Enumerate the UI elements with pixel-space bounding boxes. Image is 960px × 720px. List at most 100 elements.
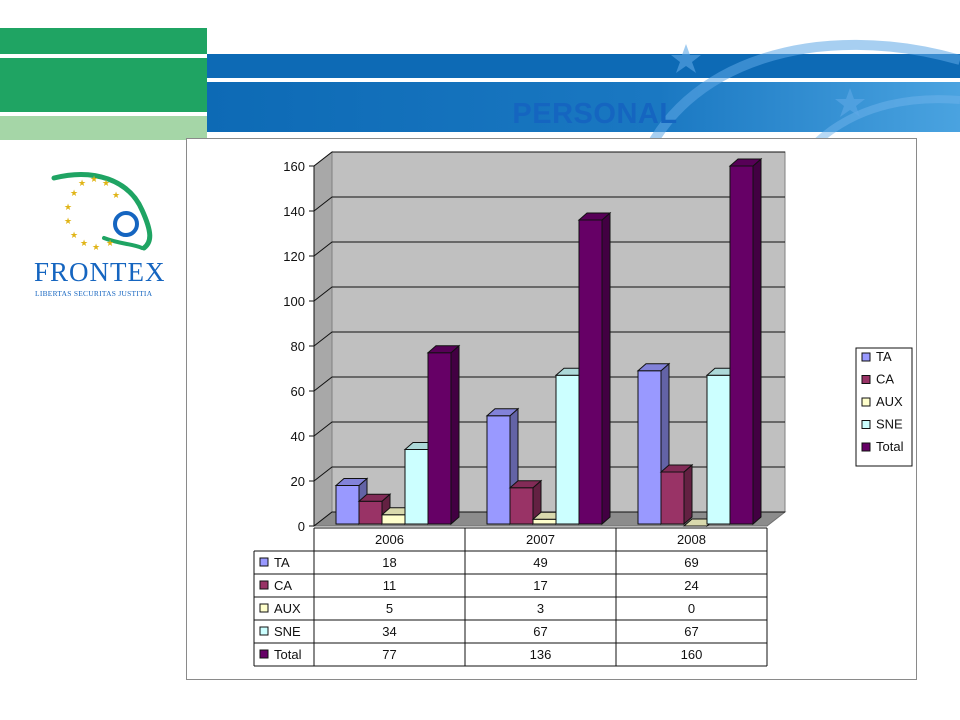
bar-ta-2007 (486, 415, 511, 525)
table-cell: 17 (533, 578, 547, 593)
table-row-label-total: Total (274, 647, 302, 662)
gridline (313, 376, 785, 392)
bar-top (426, 345, 461, 354)
logo-emblem-icon: ★ ★ ★ ★★★ ★★ ★ ★★ (51, 172, 153, 253)
bar-ca-2006 (358, 500, 383, 525)
table-row-label-aux: AUX (274, 601, 301, 616)
svg-text:★: ★ (64, 217, 72, 227)
svg-text:★: ★ (102, 179, 110, 189)
bar-sne-2008 (706, 374, 731, 525)
bar-ta-2008 (637, 370, 662, 525)
table-cell: 18 (382, 555, 396, 570)
table-row-label-ta: TA (274, 555, 290, 570)
table-cell: 3 (537, 601, 544, 616)
table-cell: 160 (681, 647, 703, 662)
bar-total-2006 (427, 352, 452, 525)
bar-side (601, 211, 611, 526)
chart-frame: 0 20 40 60 80 100 120 140 160 TA CA AUX SNE Total 2006… (186, 138, 917, 680)
gridline (313, 511, 785, 527)
legend-label-ca: CA (876, 372, 894, 387)
bar-sne-2006 (404, 449, 429, 525)
legend-swatch-total (861, 442, 871, 452)
table-row-label-ca: CA (274, 578, 292, 593)
table-header-2007: 2007 (526, 532, 555, 547)
table-cell: 67 (533, 624, 547, 639)
gridline (313, 421, 785, 437)
legend-label-ta: TA (876, 349, 892, 364)
table-swatch-ta (259, 557, 269, 567)
svg-text:★: ★ (106, 239, 114, 249)
table-swatch-sne (259, 626, 269, 636)
bar-top (577, 212, 612, 221)
svg-text:★: ★ (92, 243, 100, 253)
bar-total-2007 (578, 219, 603, 525)
table-header-2008: 2008 (677, 532, 706, 547)
table-cell: 77 (382, 647, 396, 662)
table-swatch-aux (259, 603, 269, 613)
bar-sne-2007 (555, 374, 580, 525)
y-tick-label: 60 (291, 384, 305, 399)
bar-top (357, 493, 392, 502)
bar-chart: 0 20 40 60 80 100 120 140 160 TA CA AUX SNE Total 2006… (253, 150, 913, 667)
y-tick-label: 120 (283, 249, 305, 264)
gridline (313, 196, 785, 212)
svg-text:★: ★ (78, 179, 86, 189)
bar-ca-2007 (509, 487, 534, 525)
gridline (313, 286, 785, 302)
table-swatch-ca (259, 580, 269, 590)
header-blue-band-top (207, 54, 960, 78)
svg-text:★: ★ (112, 191, 120, 201)
slide-title: PERSONAL (512, 98, 678, 130)
header-green-band-top (0, 28, 207, 54)
y-tick-label: 100 (283, 294, 305, 309)
bar-side (752, 157, 762, 526)
legend-swatch-aux (861, 397, 871, 407)
svg-text:★: ★ (64, 203, 72, 213)
legend-label-sne: SNE (876, 417, 903, 432)
table-cell: 69 (684, 555, 698, 570)
legend-label-total: Total (876, 439, 904, 454)
table-swatch-total (259, 649, 269, 659)
svg-text:★: ★ (70, 189, 78, 199)
table-cell: 67 (684, 624, 698, 639)
table-row-label-sne: SNE (274, 624, 301, 639)
legend-swatch-ta (861, 352, 871, 362)
y-tick-label: 20 (291, 474, 305, 489)
header-green-band-middle (0, 58, 207, 112)
table-cell: 11 (383, 578, 397, 593)
svg-text:★: ★ (90, 175, 98, 185)
frontex-logo: ★ ★ ★ ★★★ ★★ ★ ★★ FRONTEX LIBERTAS SECURITA… (34, 172, 165, 298)
table-cell: 136 (530, 647, 552, 662)
y-tick-label: 140 (283, 204, 305, 219)
bar-top (728, 158, 763, 167)
gridline (313, 466, 785, 482)
y-tick-label: 160 (283, 159, 305, 174)
gridline (313, 331, 785, 347)
header-green-band-light (0, 116, 207, 140)
bar-top (659, 464, 694, 473)
bar-top (334, 478, 369, 486)
table-cell: 24 (684, 578, 698, 593)
bar-top (636, 363, 671, 372)
svg-text:★: ★ (80, 239, 88, 249)
table-cell: 49 (533, 555, 547, 570)
bar-side (450, 344, 460, 526)
y-tick-label: 80 (291, 339, 305, 354)
table-cell: 0 (688, 601, 695, 616)
legend-label-aux: AUX (876, 394, 903, 409)
bar-total-2008 (729, 165, 754, 525)
bar-ta-2006 (335, 485, 360, 525)
legend-swatch-sne (861, 420, 871, 429)
legend-swatch-ca (861, 375, 871, 384)
table-cell: 5 (386, 601, 393, 616)
bar-ca-2008 (660, 471, 685, 525)
y-tick-label: 40 (291, 429, 305, 444)
bar-top (508, 480, 543, 489)
gridline (313, 151, 785, 167)
logo-motto: LIBERTAS SECURITAS JUSTITIA (35, 289, 153, 298)
bar-aux-2006 (381, 514, 406, 525)
table-cell: 34 (382, 624, 396, 639)
bar-top (485, 408, 520, 417)
y-tick-label: 0 (298, 519, 305, 534)
bar-aux-2007 (532, 518, 557, 525)
